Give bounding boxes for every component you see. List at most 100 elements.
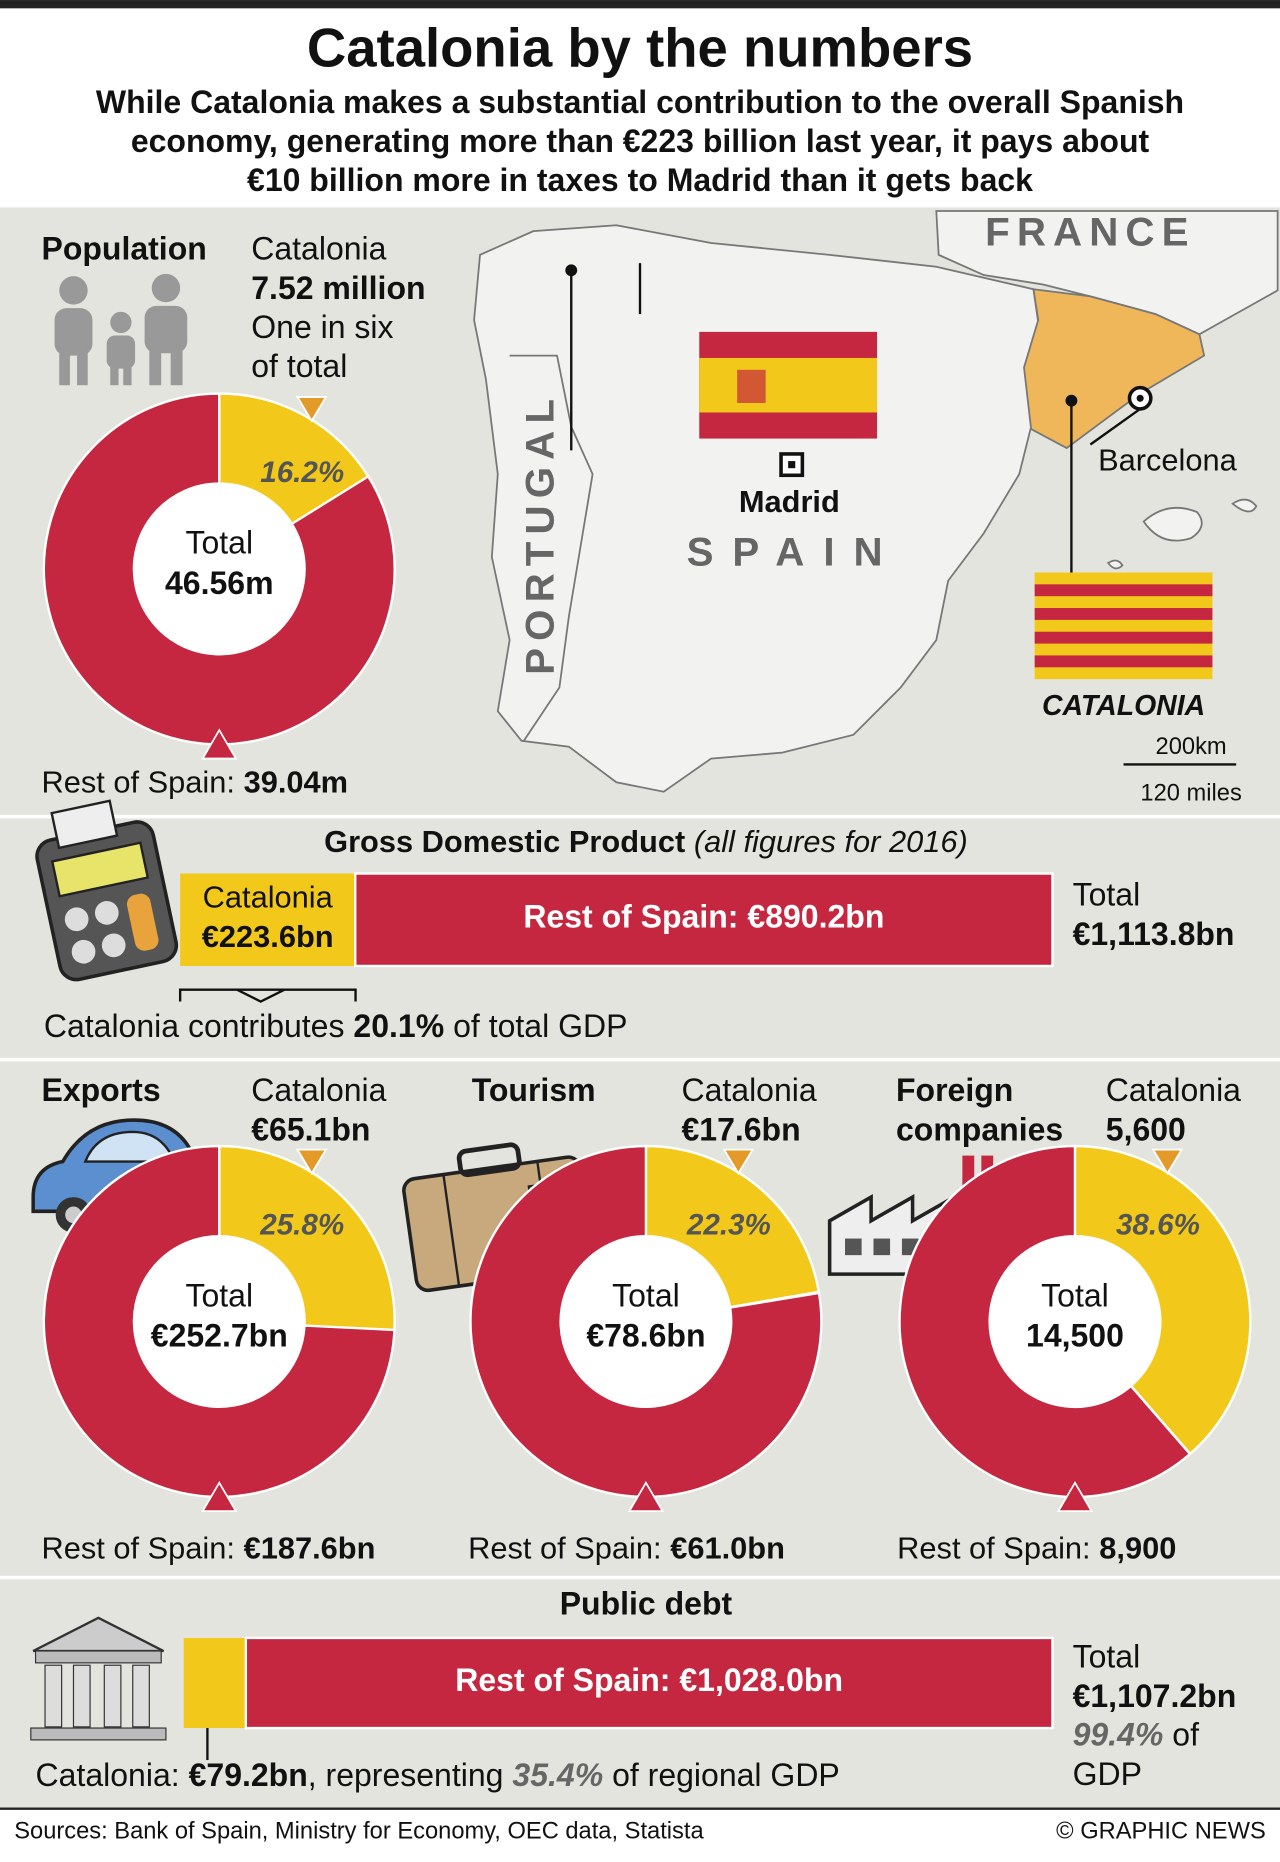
share-label: 16.2% <box>260 456 344 489</box>
rest-text-part: €61.0bn <box>670 1530 785 1565</box>
debt-note-part: Catalonia: <box>36 1757 180 1793</box>
catalonia-bar <box>183 1637 246 1729</box>
share-label: 25.8% <box>259 1209 344 1242</box>
debt-note: Catalonia: €79.2bn, representing 35.4% of r… <box>36 1757 840 1793</box>
debt-note-part: 35.4% <box>512 1757 603 1793</box>
rest-bar-label-part: Rest of Spain: <box>523 899 738 935</box>
gdp-note-part: of total GDP <box>453 1008 627 1044</box>
total-label: Total <box>185 525 253 561</box>
top-rule <box>0 0 1280 9</box>
rest-text: Rest of Spain: €187.6bn <box>41 1530 375 1565</box>
gdp-share: 99.4% of <box>1073 1717 1199 1753</box>
rest-text-part: Rest of Spain: <box>41 765 234 800</box>
gdp-note: Catalonia contributes 20.1% of total GDP <box>44 1008 628 1044</box>
subtitle: €10 billion more in taxes to Madrid than… <box>247 162 1033 198</box>
rest-bar-label: Rest of Spain: €1,028.0bn <box>455 1662 843 1698</box>
catalonia-flag <box>1034 572 1213 680</box>
total-value: €78.6bn <box>586 1318 705 1354</box>
donut-hole <box>560 1236 732 1407</box>
total-label: Total <box>1073 1639 1141 1675</box>
catalonia-label: Catalonia <box>1106 1072 1241 1108</box>
rest-text: Rest of Spain: €61.0bn <box>468 1530 785 1565</box>
gdp-title-part: (all figures for 2016) <box>694 824 968 859</box>
scale-label: 200km <box>1156 734 1227 760</box>
gdp-title: Gross Domestic Product (all figures for 2… <box>324 824 968 859</box>
catalonia-marker <box>295 1148 328 1176</box>
rest-text-part: Rest of Spain: <box>468 1530 661 1565</box>
rest-text-part: 39.04m <box>244 765 348 800</box>
scale-label: 120 miles <box>1140 780 1241 806</box>
section-title: Population <box>41 231 206 267</box>
donut-hole <box>133 483 305 655</box>
rest-bar <box>354 872 1054 968</box>
catalonia-bar-value: €223.6bn <box>202 919 334 954</box>
title: Catalonia by the numbers <box>307 18 973 79</box>
catalonia-note: of total <box>251 348 347 384</box>
catalonia-label: Catalonia <box>681 1072 816 1108</box>
calculator-icon <box>35 799 179 982</box>
rest-marker <box>201 728 238 760</box>
catalonia-value: €17.6bn <box>681 1111 800 1147</box>
total-label: Total <box>612 1277 680 1313</box>
map-label: FRANCE <box>985 209 1196 254</box>
catalonia-note: One in six <box>251 309 393 345</box>
section-title: companies <box>896 1111 1063 1147</box>
catalonia-value: €65.1bn <box>251 1111 370 1147</box>
subtitle: While Catalonia makes a substantial cont… <box>96 84 1184 120</box>
rest-bar-label-part: €1,028.0bn <box>679 1662 843 1698</box>
catalonia-marker <box>1151 1148 1184 1176</box>
catalonia-label: Catalonia <box>251 1072 386 1108</box>
share-label: 38.6% <box>1116 1209 1200 1242</box>
rest-marker <box>627 1480 665 1513</box>
catalonia-marker <box>295 396 328 423</box>
rest-text-part: Rest of Spain: <box>897 1530 1090 1565</box>
total-value: 46.56m <box>165 565 274 601</box>
gdp-share-part: 99.4% <box>1073 1717 1164 1753</box>
map-label: CATALONIA <box>1042 690 1205 722</box>
debt-title: Public debt <box>560 1585 733 1621</box>
total-label: Total <box>1073 877 1141 913</box>
section-title: Tourism <box>472 1072 596 1108</box>
catalonia-marker <box>722 1148 755 1176</box>
catalonia-label: Catalonia <box>251 231 386 267</box>
debt-note-part: , representing <box>308 1757 504 1793</box>
rest-marker <box>201 1480 238 1513</box>
debt-note-part: of regional GDP <box>612 1757 840 1793</box>
section-title: Exports <box>41 1072 160 1108</box>
gdp-share-part: of <box>1172 1717 1199 1753</box>
gdp-note-part: Catalonia contributes <box>44 1008 345 1044</box>
total-value: €1,107.2bn <box>1073 1678 1237 1714</box>
rest-text-part: 8,900 <box>1099 1530 1176 1565</box>
rest-bar-label-part: €890.2bn <box>747 899 884 935</box>
total-value: €252.7bn <box>151 1318 288 1354</box>
total-value: €1,113.8bn <box>1073 916 1235 952</box>
map-label: SPAIN <box>687 529 902 574</box>
total-value: 14,500 <box>1026 1318 1124 1354</box>
sources: Sources: Bank of Spain, Ministry for Eco… <box>14 1819 704 1845</box>
debt-note-part: €79.2bn <box>189 1757 308 1793</box>
rest-text-part: Rest of Spain: <box>41 1530 234 1565</box>
rest-text: Rest of Spain: 8,900 <box>897 1530 1176 1565</box>
map-label: PORTUGAL <box>517 392 562 675</box>
credit: © GRAPHIC NEWS <box>1056 1819 1266 1845</box>
catalonia-arc <box>1073 1144 1252 1456</box>
catalonia-bar <box>180 873 356 966</box>
rest-marker <box>1056 1480 1094 1513</box>
catalonia-value: 5,600 <box>1106 1111 1186 1147</box>
spain-flag <box>699 331 878 439</box>
catalonia-value: 7.52 million <box>251 270 425 306</box>
donut-hole <box>133 1236 305 1407</box>
subtitle: economy, generating more than €223 billi… <box>131 123 1150 159</box>
rest-bar-label-part: Rest of Spain: <box>455 1662 670 1698</box>
map <box>473 210 1279 793</box>
rest-text-part: €187.6bn <box>244 1530 376 1565</box>
share-label: 22.3% <box>686 1209 771 1242</box>
map-label: Barcelona <box>1098 442 1238 477</box>
rest-text: Rest of Spain: 39.04m <box>41 765 348 800</box>
donut-hole <box>989 1236 1161 1407</box>
section-dividers <box>0 814 1280 1580</box>
map-label: Madrid <box>739 484 840 519</box>
people-icon <box>54 273 188 386</box>
rest-bar <box>244 1636 1054 1730</box>
